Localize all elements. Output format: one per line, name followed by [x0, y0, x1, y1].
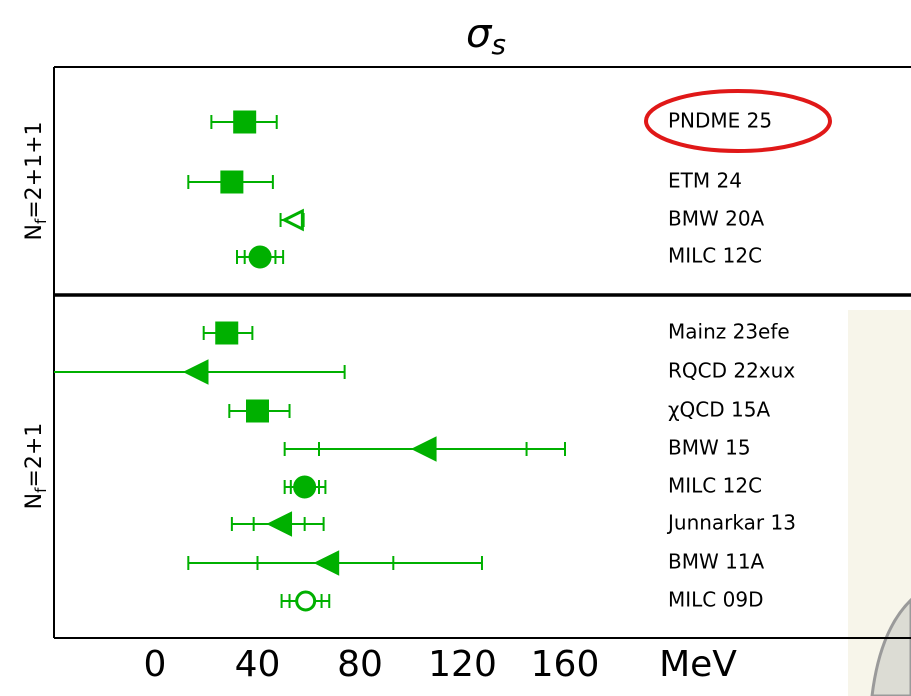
marker [295, 590, 317, 612]
marker [246, 399, 269, 423]
group-label-part: =2+1+1 [22, 121, 47, 218]
group-label-part: f [32, 218, 50, 224]
group-label-part: =2+1 [22, 423, 47, 488]
entry-label: Junnarkar 13 [666, 511, 796, 535]
entry-label: MILC 09D [668, 588, 763, 612]
group-label: Nf=2+1+1 [22, 121, 50, 240]
marker [248, 245, 272, 269]
x-tick-label: 40 [235, 644, 281, 685]
x-tick-label: 0 [144, 644, 167, 685]
marker [266, 511, 293, 537]
marker [220, 170, 244, 194]
entry-label: BMW 20A [668, 207, 765, 231]
chart-title: σs [466, 11, 506, 61]
axes [53, 66, 911, 639]
entry-label: Mainz 23efe [668, 320, 790, 344]
entry-label: RQCD 22xux [668, 359, 795, 383]
title-main: σ [466, 11, 493, 57]
title-sub: s [491, 28, 506, 61]
entry-label: MILC 12C [668, 244, 762, 268]
highlight-ellipse [644, 89, 832, 153]
marker [215, 321, 239, 345]
entry-label: MILC 12C [668, 474, 762, 498]
x-tick-label: 160 [531, 644, 600, 685]
marker [182, 359, 209, 385]
entry-label: ETM 24 [668, 169, 742, 193]
x-axis-label: MeV [659, 644, 737, 685]
group-label: Nf=2+1 [22, 423, 50, 510]
entry-label: BMW 15 [668, 436, 751, 460]
group-label-part: f [32, 487, 50, 493]
entry-label: BMW 11A [668, 550, 765, 574]
marker [410, 436, 437, 462]
entry-label: χQCD 15A [668, 398, 770, 422]
plot-area [54, 110, 566, 612]
marker [313, 550, 340, 576]
x-tick-label: 80 [337, 644, 383, 685]
group-label-part: N [22, 493, 47, 509]
marker [281, 208, 304, 232]
marker [293, 475, 317, 499]
entry-label: PNDME 25 [668, 109, 772, 133]
group-label-part: N [22, 224, 47, 240]
marker [233, 110, 257, 134]
x-tick-label: 120 [428, 644, 497, 685]
